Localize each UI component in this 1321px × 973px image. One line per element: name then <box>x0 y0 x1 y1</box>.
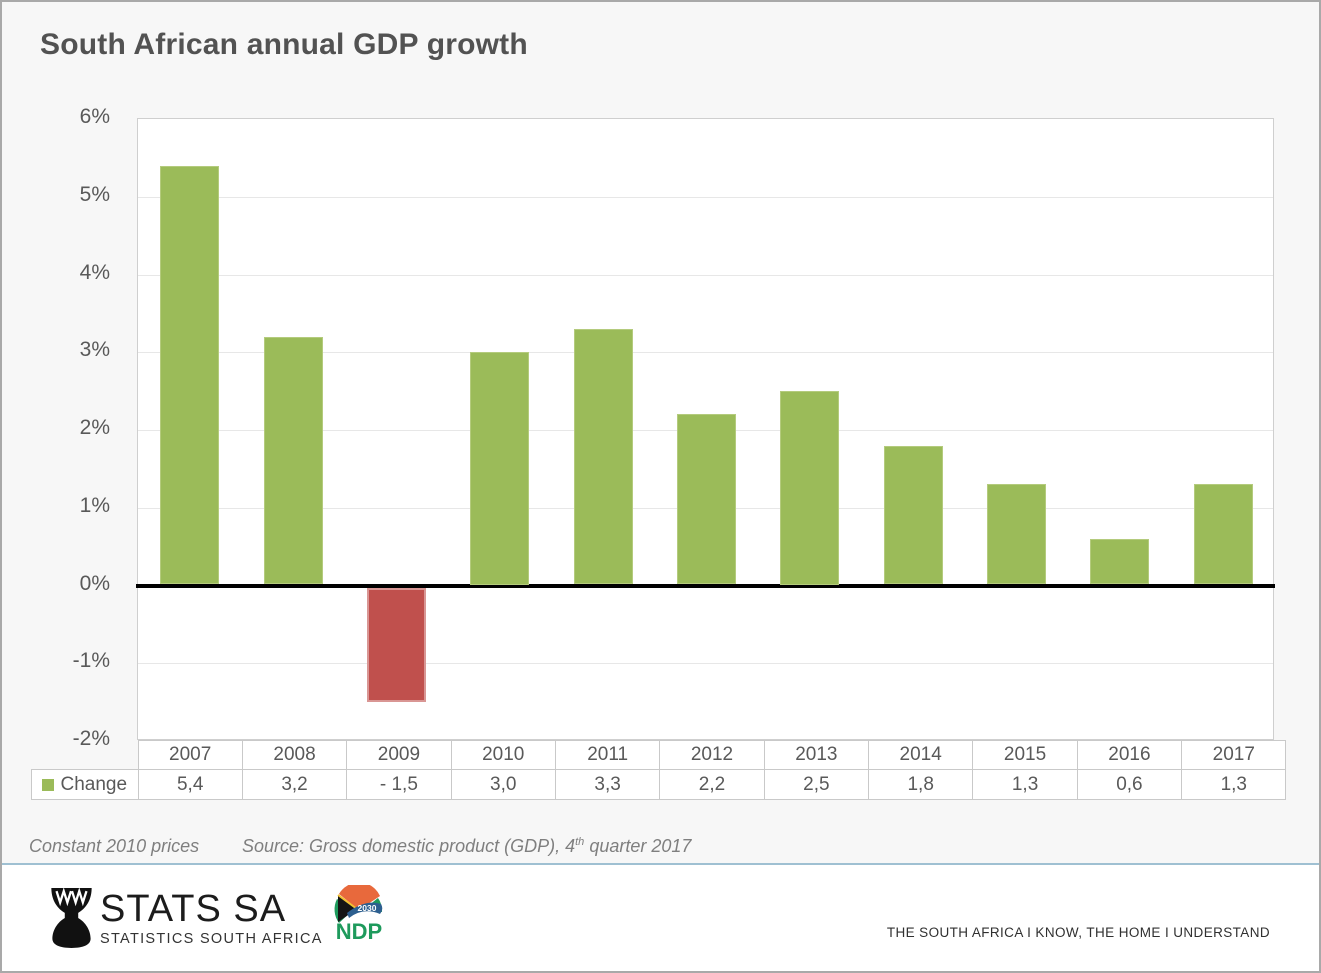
tagline: THE SOUTH AFRICA I KNOW, THE HOME I UNDE… <box>886 925 1270 940</box>
bar-2011 <box>573 328 633 585</box>
y-axis-label: 6% <box>79 105 110 128</box>
chart-title: South African annual GDP growth <box>40 28 528 61</box>
bar-2009 <box>366 587 426 703</box>
ndp-2030-badge: 2030 <box>358 903 377 913</box>
stats-sa-wordmark-block: STATS SA STATISTICS SOUTH AFRICA <box>100 890 323 947</box>
gridline <box>138 274 1273 276</box>
gridline <box>138 352 1273 354</box>
year-header-cell: 2016 <box>1076 740 1183 770</box>
year-header-cell: 2012 <box>659 740 765 770</box>
value-cell: 0,6 <box>1076 769 1183 800</box>
y-axis-label: 5% <box>79 182 110 206</box>
legend-swatch-icon <box>42 778 55 791</box>
bar-2016 <box>1090 538 1150 585</box>
divider-line <box>2 863 1319 865</box>
year-header-cell: 2015 <box>972 740 1078 770</box>
bar-2012 <box>677 414 736 585</box>
y-axis-label: 0% <box>79 571 110 595</box>
bar-2015 <box>987 484 1047 585</box>
logo-band: STATS SA STATISTICS SOUTH AFRICA 2030 ND… <box>2 865 1319 971</box>
stats-sa-logo: STATS SA STATISTICS SOUTH AFRICA <box>48 887 323 949</box>
stats-sa-wordmark: STATS SA <box>100 887 287 930</box>
year-header-cell: 2007 <box>137 740 243 770</box>
y-axis-label: 4% <box>79 260 110 284</box>
footnote-constant-prices: Constant 2010 prices <box>29 836 200 856</box>
y-axis-label: -1% <box>72 649 110 673</box>
bar-2010 <box>470 352 530 585</box>
bar-2017 <box>1193 484 1253 585</box>
ndp-logo: 2030 NDP <box>334 885 383 943</box>
y-axis-label: 2% <box>79 416 110 439</box>
bar-2013 <box>780 391 840 585</box>
year-header-cell: 2013 <box>763 740 870 770</box>
year-header-cell: 2010 <box>450 740 556 770</box>
data-table: 2007 2008 2009 2010 2011 2012 2013 2014 2015 2016… <box>31 740 1287 800</box>
year-header-cell: 2011 <box>554 740 661 770</box>
source-superscript: th <box>575 836 585 848</box>
value-cell: 1,3 <box>972 769 1078 800</box>
stats-sa-drum-icon <box>51 887 92 948</box>
table-corner-blank <box>32 741 139 770</box>
zero-axis-line <box>136 583 1275 588</box>
value-cell: 1,3 <box>1181 769 1287 800</box>
value-cell: - 1,5 <box>346 769 452 800</box>
year-header-cell: 2009 <box>346 740 452 770</box>
value-cell: 5,4 <box>137 769 243 800</box>
bar-2007 <box>160 165 220 585</box>
value-cell: 3,3 <box>554 769 661 800</box>
year-header-cell: 2017 <box>1181 740 1287 770</box>
value-cell: 1,8 <box>868 769 974 800</box>
footnote-source: Source: Gross domestic product (GDP), 4t… <box>242 836 691 857</box>
gridline <box>138 196 1273 198</box>
value-cell: 3,2 <box>241 769 348 800</box>
year-header-cell: 2014 <box>868 740 974 770</box>
y-axis-label: 1% <box>79 493 110 517</box>
value-cell: 3,0 <box>450 769 556 800</box>
bar-2008 <box>263 336 323 585</box>
y-axis-label: -2% <box>72 727 110 750</box>
stats-sa-subtitle: STATISTICS SOUTH AFRICA <box>100 930 323 947</box>
gridline <box>138 663 1273 665</box>
legend-change: Change <box>31 769 139 800</box>
bar-2014 <box>883 445 943 585</box>
plot-area <box>136 118 1275 740</box>
value-cell: 2,2 <box>659 769 765 800</box>
y-axis-label: 3% <box>79 338 110 362</box>
ndp-wordmark: NDP <box>336 919 382 943</box>
year-header-cell: 2008 <box>241 740 348 770</box>
source-text: Source: Gross domestic product (GDP), 4 <box>242 836 576 856</box>
source-text-suffix: quarter 2017 <box>584 836 692 856</box>
value-cell: 2,5 <box>763 769 870 800</box>
